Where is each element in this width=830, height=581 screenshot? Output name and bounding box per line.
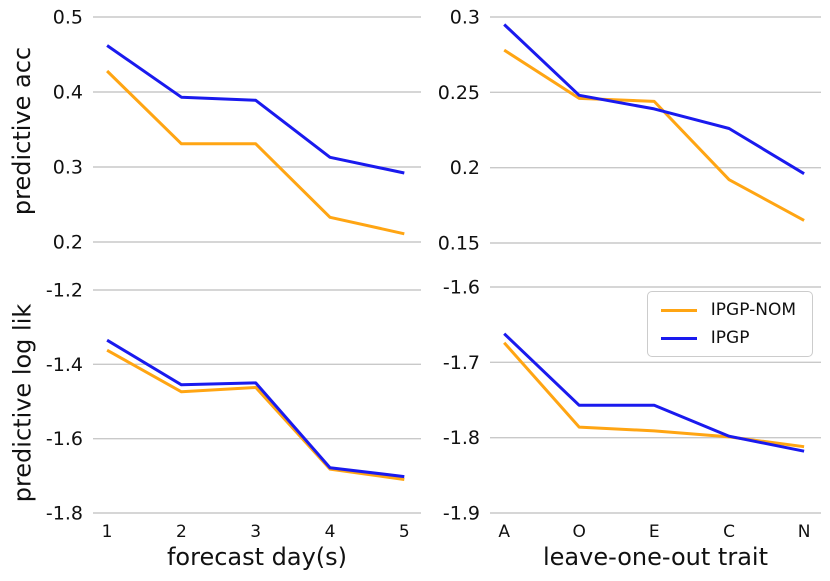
y-tick-label: 0.4 [53,82,83,104]
panel-predictive-loglik-trait: -1.6 -1.7 -1.8 -1.9 A O E C N leave-one-out trai… [424,262,830,581]
legend-item-ipgp: IPGP [660,327,796,348]
y-tick-label: 0.3 [53,157,83,179]
ipgp-line-swatch [660,336,697,340]
legend-item-ipgp-nom: IPGP-NOM [660,300,796,320]
series-line-ipgp-nom [106,348,405,481]
x-tick-label: 1 [102,522,113,542]
x-tick-label: C [723,522,735,542]
x-tick-label: 2 [176,522,187,542]
y-tick-label: -1.2 [46,280,83,302]
legend: IPGP-NOM IPGP [646,291,813,358]
panel-predictive-acc-forecast: predictive acc 0.5 0.4 0.3 0.2 [0,0,424,262]
x-tick-label: A [498,522,510,542]
x-axis-label: forecast day(s) [166,543,348,571]
series-line-ipgp [106,44,405,175]
y-tick-label: 0.2 [53,232,83,254]
series-line-ipgp-nom [503,48,805,222]
series-line-ipgp [503,23,805,175]
plot-predictive-acc-forecast: 0.5 0.4 0.3 0.2 [53,7,421,254]
y-tick-label: -1.4 [46,354,83,376]
x-tick-label: 3 [250,522,261,542]
legend-label: IPGP-NOM [710,300,796,320]
x-tick-label: 5 [399,522,410,542]
series-line-ipgp [503,332,805,453]
plot-predictive-acc-trait: 0.3 0.25 0.2 0.15 [438,7,821,255]
panel-predictive-loglik-forecast: predictive log lik -1.2 -1.4 -1.6 -1.8 1 2 3 4 5… [0,262,424,581]
series-line-ipgp-nom [503,341,805,449]
y-tick-label: -1.8 [46,503,83,525]
series-line-ipgp-nom [106,69,405,236]
y-tick-label: -1.6 [443,277,480,299]
y-tick-label: -1.6 [46,428,83,450]
y-tick-label: 0.5 [53,7,83,29]
series-line-ipgp [106,338,405,479]
x-tick-label: E [649,522,660,542]
y-tick-label: 0.2 [450,157,480,179]
x-axis-label: leave-one-out trait [543,543,768,571]
ipgp-nom-line-swatch [660,308,697,312]
y-tick-label: -1.7 [443,352,480,374]
y-tick-label: -1.9 [443,503,480,525]
x-tick-label: O [573,522,586,542]
panel-predictive-acc-trait: 0.3 0.25 0.2 0.15 [424,0,830,262]
y-tick-label: 0.3 [450,7,480,29]
x-tick-label: N [798,522,811,542]
x-tick-label: 4 [325,522,336,542]
plot-predictive-loglik-trait: -1.6 -1.7 -1.8 -1.9 A O E C N [443,277,821,542]
y-tick-label: 0.15 [438,233,480,255]
legend-label: IPGP [710,327,750,348]
plot-predictive-loglik-forecast: -1.2 -1.4 -1.6 -1.8 1 2 3 4 5 [46,280,421,542]
y-tick-label: -1.8 [443,427,480,449]
y-tick-label: 0.25 [438,82,480,104]
